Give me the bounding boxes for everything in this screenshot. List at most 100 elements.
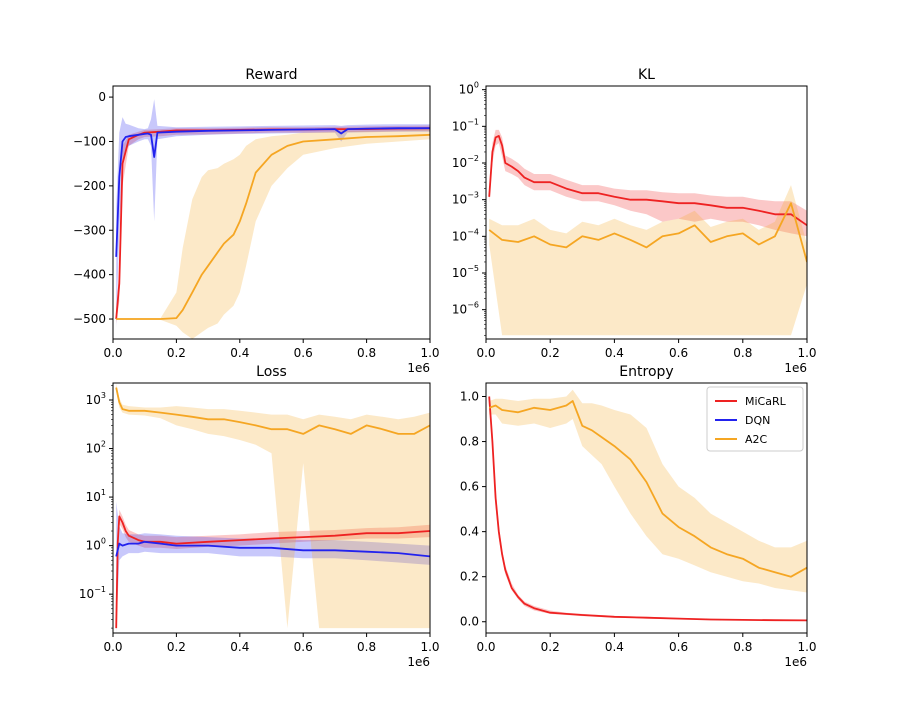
y-tick-label: 101 — [86, 488, 106, 504]
legend-label-micarl: MiCaRL — [745, 395, 787, 408]
x-tick-label: 0.6 — [669, 640, 688, 654]
x-offset-label: 1e6 — [407, 655, 430, 669]
x-tick-label: 1.0 — [797, 346, 816, 360]
y-tick-base: 10 — [452, 303, 467, 317]
y-tick-label: −300 — [73, 223, 106, 237]
series-line-a2c — [488, 202, 807, 263]
y-tick-exponent: 3 — [101, 391, 106, 400]
subplot-title: Entropy — [619, 364, 673, 380]
y-tick-base: 10 — [452, 156, 467, 170]
x-tick-label: 0.2 — [541, 640, 560, 654]
y-tick-base: 10 — [452, 266, 467, 280]
series-line-dqn — [115, 540, 430, 558]
y-tick-label: −200 — [73, 179, 106, 193]
y-tick-exponent: 2 — [101, 440, 106, 449]
subplot-title: KL — [638, 67, 655, 83]
legend-box — [706, 386, 804, 452]
y-tick-label: 0.6 — [460, 480, 479, 494]
y-tick-base: 10 — [86, 393, 101, 407]
y-tick-label: 103 — [86, 391, 106, 407]
y-tick-base: 10 — [459, 83, 474, 97]
y-tick-label: 10−2 — [452, 154, 479, 170]
band-micarl — [489, 129, 807, 237]
y-tick-exponent: 0 — [474, 81, 479, 90]
y-tick-label: 10−3 — [452, 191, 479, 207]
y-tick-exponent: 1 — [101, 488, 106, 497]
y-tick-exponent: −1 — [94, 585, 106, 594]
series-line-a2c — [488, 400, 807, 578]
x-tick-label: 1.0 — [420, 640, 439, 654]
y-tick-base: 10 — [86, 490, 101, 504]
y-tick-exponent: −4 — [467, 227, 479, 236]
y-tick-label: 10−1 — [79, 585, 106, 601]
x-tick-label: 0.0 — [476, 346, 495, 360]
subplot-title: Reward — [245, 67, 297, 83]
y-tick-label: 102 — [86, 440, 106, 456]
x-tick-label: 0.8 — [733, 346, 752, 360]
x-tick-label: 0.0 — [103, 346, 122, 360]
band-a2c — [116, 383, 430, 629]
y-tick-label: 0.4 — [460, 525, 479, 539]
x-tick-label: 0.2 — [541, 346, 560, 360]
x-tick-label: 0.6 — [294, 346, 313, 360]
band-micarl — [489, 396, 807, 621]
x-tick-label: 1.0 — [797, 640, 816, 654]
y-tick-label: 0.2 — [460, 570, 479, 584]
y-tick-exponent: −6 — [467, 301, 479, 310]
band-a2c — [489, 389, 807, 593]
axes-frame — [485, 85, 808, 340]
x-offset-label: 1e6 — [407, 361, 430, 375]
y-tick-exponent: −5 — [467, 264, 479, 273]
x-tick-label: 0.2 — [167, 640, 186, 654]
series-line-a2c — [115, 387, 430, 435]
plot-area — [115, 383, 430, 633]
series-line-micarl — [488, 396, 807, 622]
x-tick-label: 0.8 — [733, 640, 752, 654]
y-tick-exponent: −1 — [467, 117, 479, 126]
y-tick-base: 10 — [79, 587, 94, 601]
y-tick-base: 10 — [452, 193, 467, 207]
x-tick-label: 1.0 — [420, 346, 439, 360]
x-offset-label: 1e6 — [784, 655, 807, 669]
y-tick-label: 0 — [98, 90, 106, 104]
x-tick-label: 0.2 — [167, 346, 186, 360]
x-offset-label: 1e6 — [784, 361, 807, 375]
y-tick-base: 10 — [86, 442, 101, 456]
y-tick-base: 10 — [86, 539, 101, 553]
x-tick-label: 0.4 — [605, 346, 624, 360]
y-tick-label: 0.0 — [460, 615, 479, 629]
x-tick-label: 0.0 — [103, 640, 122, 654]
plot-area — [488, 129, 807, 336]
x-tick-label: 0.6 — [294, 640, 313, 654]
axes-frame — [485, 382, 808, 634]
x-tick-label: 0.6 — [669, 346, 688, 360]
x-tick-label: 0.4 — [230, 346, 249, 360]
legend: MiCaRL DQN A2C — [706, 386, 804, 452]
y-tick-label: 100 — [459, 81, 479, 97]
band-a2c — [489, 185, 807, 336]
y-tick-base: 10 — [452, 229, 467, 243]
y-tick-exponent: 0 — [101, 537, 106, 546]
plot-area — [115, 99, 430, 339]
x-tick-label: 0.0 — [476, 640, 495, 654]
y-tick-label: −500 — [73, 312, 106, 326]
y-tick-label: −100 — [73, 134, 106, 148]
x-tick-label: 0.4 — [230, 640, 249, 654]
y-tick-exponent: −2 — [467, 154, 479, 163]
axes-frame — [112, 85, 431, 340]
y-tick-label: 0.8 — [460, 435, 479, 449]
x-tick-label: 0.8 — [357, 346, 376, 360]
band-micarl — [116, 509, 430, 633]
legend-label-dqn: DQN — [745, 414, 770, 427]
plot-area — [488, 389, 807, 622]
y-tick-label: −400 — [73, 268, 106, 282]
y-tick-label: 10−6 — [452, 301, 479, 317]
y-tick-base: 10 — [452, 119, 467, 133]
y-tick-label: 10−4 — [452, 227, 479, 243]
x-tick-label: 0.4 — [605, 640, 624, 654]
band-a2c — [116, 129, 430, 339]
